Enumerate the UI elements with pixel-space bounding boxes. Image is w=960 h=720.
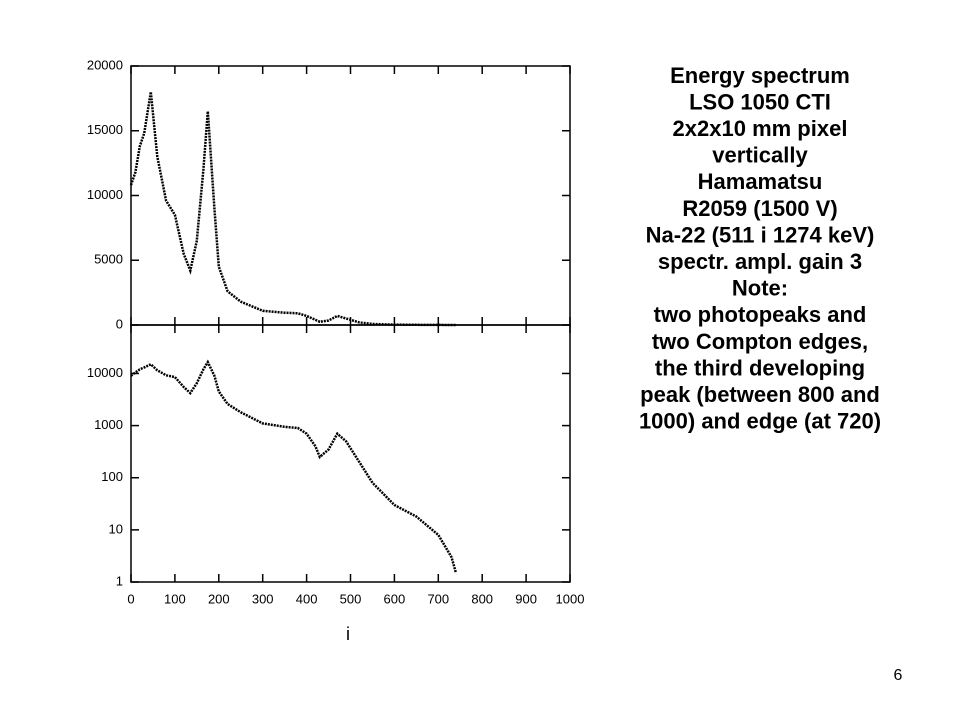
y-tick-label: 5000 [94,252,123,267]
x-tick-label: 300 [252,591,274,606]
x-tick-label: 400 [296,591,318,606]
x-tick-label: 0 [127,591,134,606]
text-line: Hamamatsu [698,169,823,194]
y-tick-label: 1 [116,573,123,588]
text-line: vertically [712,143,808,168]
text-line: Na-22 (511 i 1274 keV) [646,222,875,247]
x-tick-label: 1000 [556,591,585,606]
x-tick-label: 100 [164,591,186,606]
text-line: two photopeaks and [654,302,867,327]
text-line: Energy spectrum [670,63,850,88]
text-line: LSO 1050 CTI [689,89,831,114]
y-tick-label: 0 [116,316,123,331]
x-tick-label: 700 [427,591,449,606]
text-line: 1000) and edge (at 720) [639,409,881,434]
y-tick-label: 10 [109,521,123,536]
y-tick-label: 100 [101,469,123,484]
y-tick-label: 1000 [94,417,123,432]
x-tick-label: 500 [340,591,362,606]
x-tick-label: 200 [208,591,230,606]
x-tick-label: 800 [471,591,493,606]
y-tick-label: 20000 [87,57,123,72]
y-tick-label: 10000 [87,187,123,202]
text-line: the third developing [655,355,865,380]
spectrum-line [130,359,458,574]
text-line: R2059 (1500 V) [682,196,837,221]
x-tick-label: 900 [515,591,537,606]
text-line: spectr. ampl. gain 3 [658,249,862,274]
text-line: Note: [732,276,788,301]
page-number: 6 [894,667,903,684]
text-line: 2x2x10 mm pixel [673,116,848,141]
text-line: peak (between 800 and [640,382,880,407]
y-tick-label: 10000 [87,365,123,380]
y-tick-label: 15000 [87,122,123,137]
x-axis-label: i [346,624,350,644]
x-tick-label: 600 [384,591,406,606]
spectrum-line [129,91,456,327]
text-line: two Compton edges, [652,329,868,354]
